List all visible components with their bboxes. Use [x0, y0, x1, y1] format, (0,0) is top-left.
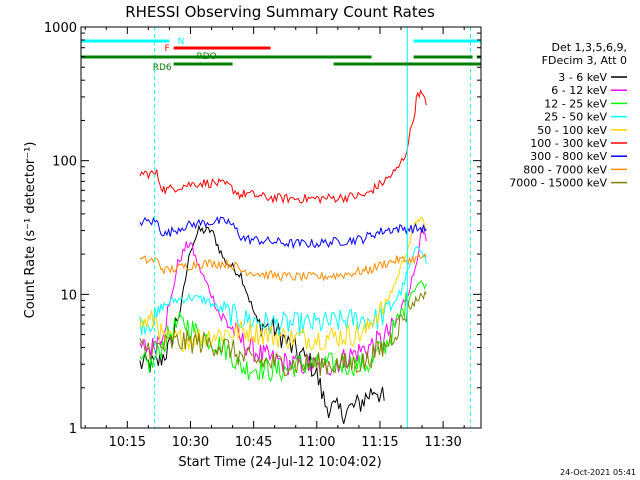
flag-label-rd6: RD6: [153, 63, 172, 73]
legend-label: 300 - 800 keV: [530, 150, 607, 163]
series-line-5: [139, 216, 427, 352]
legend-label: 12 - 25 keV: [544, 97, 607, 110]
y-axis-label: Count Rate (s⁻¹ detector⁻¹): [23, 142, 38, 319]
legend-header-line: FDecim 3, Att 0: [542, 54, 627, 67]
x-tick-label: 11:00: [298, 435, 335, 450]
plot-frame: [80, 26, 482, 429]
timestamp-label: 24-Oct-2021 05:41: [560, 468, 636, 477]
series-line-8: [139, 252, 427, 282]
series-line-7: [139, 216, 427, 250]
x-tick-label: 11:15: [361, 435, 398, 450]
legend: Det 1,3,5,6,9,FDecim 3, Att 0 3 - 6 keV6 …: [509, 41, 627, 190]
x-tick-label: 10:30: [172, 435, 209, 450]
flag-label-f: F: [164, 44, 169, 54]
axes: 10:15 10:30 10:45 11:00 11:15 11:30 1 10 100 1000: [44, 21, 482, 450]
legend-label: 6 - 12 keV: [551, 84, 607, 97]
legend-label: 3 - 6 keV: [558, 71, 607, 84]
legend-label: 25 - 50 keV: [544, 111, 607, 124]
plot-area: NF RDO RD6: [81, 27, 481, 428]
legend-header-line: Det 1,3,5,6,9,: [551, 41, 627, 54]
x-tick-label: 10:45: [235, 435, 272, 450]
y-tick-label: 1: [69, 422, 77, 437]
y-tick-label: 1000: [44, 21, 77, 36]
x-tick-label: 11:30: [424, 435, 461, 450]
y-tick-label: 10: [60, 288, 77, 303]
x-tick-label: 10:15: [109, 435, 146, 450]
x-axis-label: Start Time (24-Jul-12 10:04:02): [178, 455, 381, 470]
flag-label-rdo: RDO: [196, 52, 216, 62]
chart-title: RHESSI Observing Summary Count Rates: [125, 3, 435, 21]
legend-label: 800 - 7000 keV: [523, 163, 607, 176]
series-line-6: [139, 88, 427, 205]
y-tick-label: 100: [52, 155, 77, 170]
series-line-9: [139, 290, 427, 377]
legend-label: 7000 - 15000 keV: [509, 177, 607, 190]
legend-label: 50 - 100 keV: [537, 124, 607, 137]
legend-label: 100 - 300 keV: [530, 137, 607, 150]
flag-label-n: N: [178, 37, 185, 47]
